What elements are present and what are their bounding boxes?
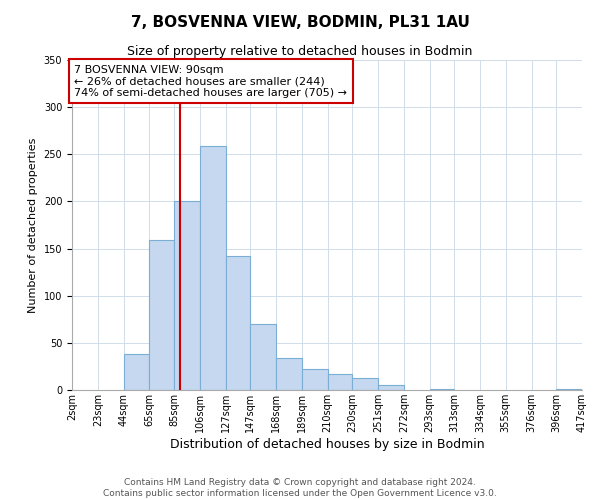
X-axis label: Distribution of detached houses by size in Bodmin: Distribution of detached houses by size …	[170, 438, 484, 451]
Bar	[200, 146, 226, 390]
Bar	[352, 378, 378, 390]
Bar	[174, 202, 200, 390]
Text: 7 BOSVENNA VIEW: 90sqm
← 26% of detached houses are smaller (244)
74% of semi-de: 7 BOSVENNA VIEW: 90sqm ← 26% of detached…	[74, 64, 347, 98]
Text: 7, BOSVENNA VIEW, BODMIN, PL31 1AU: 7, BOSVENNA VIEW, BODMIN, PL31 1AU	[131, 15, 469, 30]
Y-axis label: Number of detached properties: Number of detached properties	[28, 138, 38, 312]
Bar	[302, 370, 328, 390]
Text: Size of property relative to detached houses in Bodmin: Size of property relative to detached ho…	[127, 45, 473, 58]
Bar	[124, 354, 149, 390]
Bar	[328, 374, 352, 390]
Bar	[378, 386, 404, 390]
Bar	[276, 358, 302, 390]
Bar	[149, 240, 174, 390]
Text: Contains HM Land Registry data © Crown copyright and database right 2024.
Contai: Contains HM Land Registry data © Crown c…	[103, 478, 497, 498]
Bar	[556, 389, 582, 390]
Bar	[250, 324, 276, 390]
Bar	[226, 256, 250, 390]
Bar	[430, 389, 454, 390]
